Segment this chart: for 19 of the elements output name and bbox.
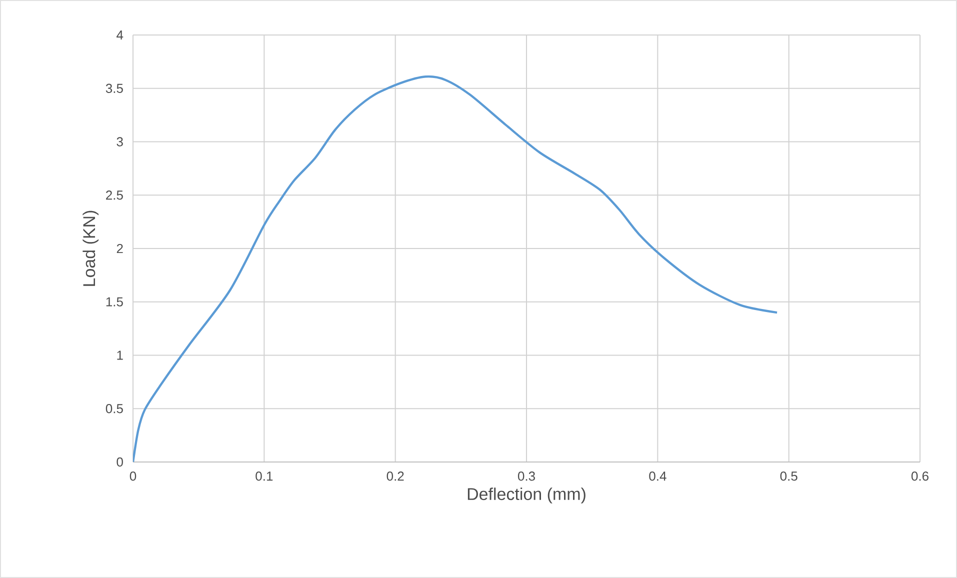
x-tick-label: 0.5 (780, 472, 798, 481)
x-tick-label: 0.1 (256, 472, 273, 481)
y-tick-label: 4 (116, 30, 124, 40)
x-tick-label: 0.4 (649, 472, 666, 481)
y-tick-label: 1.5 (106, 297, 123, 306)
y-tick-label: 0.5 (106, 404, 123, 414)
y-tick-label: 0 (116, 457, 123, 467)
x-tick-label: 0 (130, 472, 136, 481)
y-tick-label: 3.5 (106, 84, 123, 93)
y-tick-label: 3 (116, 137, 123, 146)
y-tick-label: 2 (116, 244, 123, 254)
x-tick-label: 0.2 (386, 472, 404, 481)
x-tick-label: 0.3 (518, 472, 535, 481)
y-axis-title: Load (KN) (82, 210, 99, 286)
x-tick-label: 0.6 (911, 472, 928, 481)
x-axis-title: Deflection (mm) (468, 488, 586, 504)
line-series (133, 76, 778, 462)
y-tick-label: 1 (117, 350, 123, 360)
y-tick-label: 2.5 (106, 190, 123, 200)
